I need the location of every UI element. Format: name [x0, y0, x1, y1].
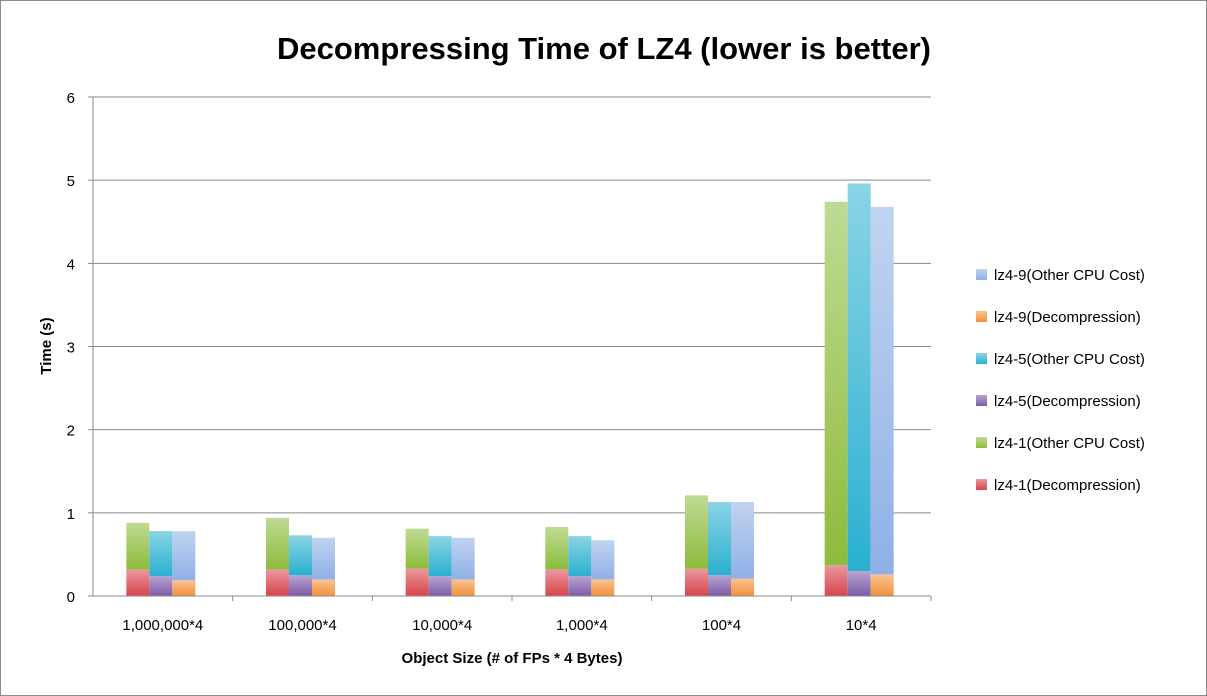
bar-segment [451, 537, 475, 580]
bar-segment [172, 580, 196, 596]
bar-segment [451, 579, 475, 596]
legend-label: lz4-5(Other CPU Cost) [994, 351, 1145, 368]
bar-segment [266, 569, 289, 596]
x-tick-label: 1,000,000*4 [122, 617, 203, 634]
y-tick-label: 6 [67, 90, 75, 107]
legend-label: lz4-5(Decompression) [994, 393, 1141, 410]
x-tick-label: 100*4 [702, 617, 741, 634]
bar-segment [568, 576, 592, 596]
x-tick-label: 1,000*4 [556, 617, 608, 634]
bar-segment [870, 574, 894, 596]
bar-segment [847, 571, 871, 596]
bar-segment [266, 517, 289, 570]
legend-swatch [976, 395, 987, 406]
legend-label: lz4-9(Other CPU Cost) [994, 267, 1145, 284]
legend-label: lz4-1(Decompression) [994, 477, 1141, 494]
bar-segment [172, 531, 196, 581]
gridlines [93, 96, 931, 514]
bar-segment [405, 528, 429, 569]
bar-segment [428, 576, 452, 596]
bar-segment [126, 522, 150, 570]
y-tick-label: 3 [67, 340, 75, 357]
y-tick-label: 5 [67, 173, 75, 190]
bar-segment [545, 526, 569, 570]
bar-segment [824, 201, 848, 566]
legend-label: lz4-1(Other CPU Cost) [994, 435, 1145, 452]
bar-segment [312, 537, 335, 580]
bar-segment [545, 569, 569, 596]
bar-segment [428, 536, 452, 577]
legend-swatch [976, 437, 987, 448]
x-tick-label: 10,000*4 [412, 617, 472, 634]
bar-segment [685, 568, 708, 596]
x-axis-title: Object Size (# of FPs * 4 Bytes) [402, 650, 623, 667]
y-tick-label: 4 [67, 256, 75, 273]
chart-title: Decompressing Time of LZ4 (lower is bett… [277, 31, 931, 66]
y-tick-label: 1 [67, 506, 75, 523]
bar-segment [847, 183, 871, 572]
y-axis-ticks: 0 1 2 3 4 5 6 [67, 90, 93, 606]
bar-segment [870, 206, 894, 575]
bar-segment [312, 579, 335, 596]
y-axis-title: Time (s) [38, 317, 55, 374]
legend-swatch [976, 311, 987, 322]
bar-segment [708, 575, 731, 596]
bar-segment [149, 576, 173, 596]
y-tick-label: 0 [67, 589, 75, 606]
bars [126, 183, 894, 596]
x-axis-ticks: 1,000,000*4 100,000*4 10,000*4 1,000*4 100*4… [122, 596, 932, 634]
bar-segment [591, 579, 615, 596]
legend-swatch [976, 269, 987, 280]
bar-segment [731, 502, 754, 579]
bar-segment [685, 495, 708, 569]
bar-segment [289, 535, 312, 576]
bar-segment [149, 531, 173, 577]
legend: lz4-9(Other CPU Cost) lz4-9(Decompression… [976, 267, 1145, 494]
y-tick-label: 2 [67, 423, 75, 440]
bar-segment [708, 502, 731, 576]
bar-segment [405, 568, 429, 596]
bar-segment [289, 575, 312, 596]
x-tick-label: 10*4 [846, 617, 877, 634]
legend-swatch [976, 353, 987, 364]
legend-swatch [976, 479, 987, 490]
bar-segment [591, 540, 615, 580]
bar-segment [824, 565, 848, 596]
bar-segment [126, 569, 150, 596]
x-tick-label: 100,000*4 [268, 617, 336, 634]
legend-label: lz4-9(Decompression) [994, 309, 1141, 326]
bar-segment [731, 578, 754, 596]
bar-segment [568, 536, 592, 577]
